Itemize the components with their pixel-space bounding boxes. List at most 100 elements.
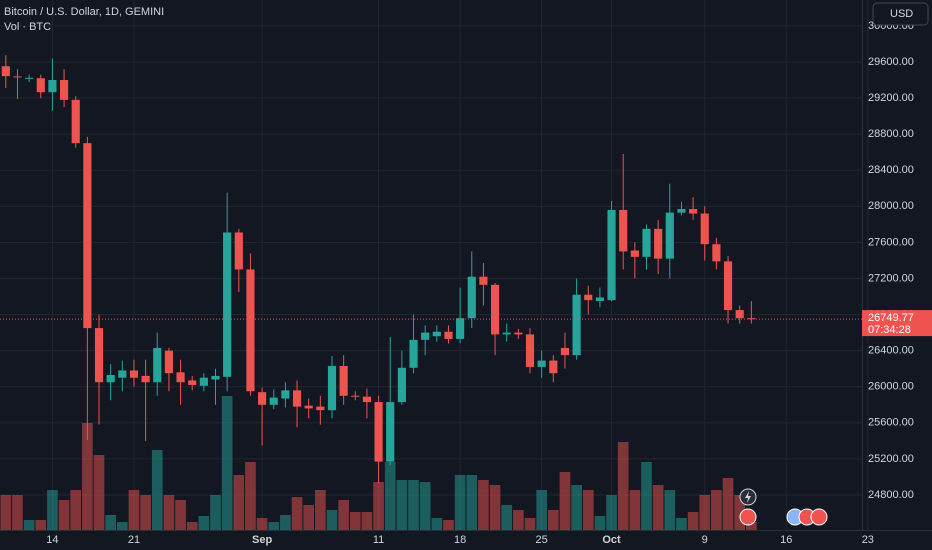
volume-bar (571, 485, 582, 530)
grid (0, 0, 869, 530)
candle-body (292, 390, 302, 407)
candle-body (199, 377, 208, 386)
candle-body (374, 402, 383, 462)
x-tick-label: Oct (602, 534, 621, 546)
event-icon[interactable] (739, 508, 757, 526)
volume-bar (82, 423, 93, 530)
candle-body (339, 365, 348, 396)
candle-body (584, 294, 593, 301)
y-tick-label: 24800.00 (868, 489, 914, 501)
candle-body (94, 328, 104, 383)
y-tick-label: 25200.00 (868, 453, 914, 465)
currency-button[interactable] (872, 2, 929, 26)
candle-body (362, 396, 372, 403)
candle-body (269, 397, 278, 405)
volume-bar (594, 516, 606, 530)
last-price-label: 26749.77 (868, 312, 914, 324)
candle-body (118, 370, 127, 378)
volume-bar (140, 495, 151, 530)
event-icons (739, 488, 828, 526)
volume-bar (291, 497, 303, 530)
volume-bar (198, 516, 210, 530)
x-tick-label: 16 (780, 534, 792, 546)
candle-body (514, 332, 523, 335)
currency-label[interactable]: USD (890, 8, 913, 20)
candle-body (59, 80, 69, 100)
x-tick-label: 9 (702, 534, 708, 546)
volume-bar (128, 490, 140, 530)
candle-body (502, 332, 511, 335)
x-tick-label: 25 (536, 534, 548, 546)
y-tick-label: 29200.00 (868, 92, 914, 104)
volume-bar (210, 495, 221, 530)
event-icon[interactable] (810, 508, 828, 526)
candle-body (525, 334, 535, 367)
candle-body (316, 406, 325, 411)
candle-body (595, 297, 604, 302)
candle-body (397, 367, 406, 403)
x-tick-label: 23 (862, 534, 874, 546)
candle-body (129, 370, 139, 378)
candle-body (188, 380, 197, 385)
y-tick-label: 28400.00 (868, 164, 914, 176)
volume-bar (163, 495, 175, 530)
candle-body (106, 375, 115, 383)
y-tick-label: 28000.00 (868, 200, 914, 212)
candle-body (386, 402, 395, 462)
y-tick-label: 25600.00 (868, 417, 914, 429)
candle-body (176, 372, 185, 383)
candle-body (723, 261, 733, 311)
candle-body (560, 347, 570, 356)
volume-bar (664, 490, 676, 530)
volume-bar (617, 442, 629, 530)
volume-bar (454, 475, 466, 530)
volume-bar (58, 500, 70, 530)
candle-body (665, 212, 674, 259)
candle-body (246, 269, 255, 392)
candle-body (234, 232, 243, 270)
volume-bar (396, 480, 408, 530)
y-tick-label: 29600.00 (868, 56, 914, 68)
x-tick-label: 14 (46, 534, 58, 546)
candle-body (304, 405, 313, 409)
volume-layer (0, 396, 757, 530)
y-tick-label: 27200.00 (868, 272, 914, 284)
volume-bar (722, 478, 734, 530)
x-tick-label: 18 (454, 534, 466, 546)
y-tick-label: 28800.00 (868, 128, 914, 140)
volume-bar (116, 522, 128, 530)
volume-bar (233, 475, 245, 530)
candle-body (421, 332, 430, 340)
candle-body (654, 228, 663, 259)
volume-bar (431, 518, 443, 530)
volume-bar (408, 480, 419, 530)
volume-bar (501, 505, 513, 530)
volume-bar (524, 518, 536, 530)
candle-body (537, 360, 546, 367)
volume-bar (93, 455, 105, 530)
volume-bar (303, 505, 315, 530)
volume-bar (606, 495, 617, 530)
candle-body (619, 209, 628, 252)
candle-body (25, 77, 34, 79)
candle-body (479, 276, 488, 285)
y-tick-label: 26000.00 (868, 381, 914, 393)
volume-bar (443, 520, 454, 530)
volume-bar (489, 485, 501, 530)
volume-bar (711, 490, 722, 530)
candle-body (48, 80, 57, 93)
volume-bar (0, 495, 12, 530)
candle-body (281, 390, 290, 399)
countdown-label: 07:34:28 (868, 324, 911, 336)
candle-body (572, 294, 581, 356)
candle-layer (1, 55, 756, 484)
volume-bar (221, 396, 233, 530)
volume-bar (47, 490, 58, 530)
candle-body (735, 310, 744, 319)
event-icon-glyph (745, 491, 751, 503)
volume-bar (676, 518, 687, 530)
candle-body (689, 209, 698, 214)
